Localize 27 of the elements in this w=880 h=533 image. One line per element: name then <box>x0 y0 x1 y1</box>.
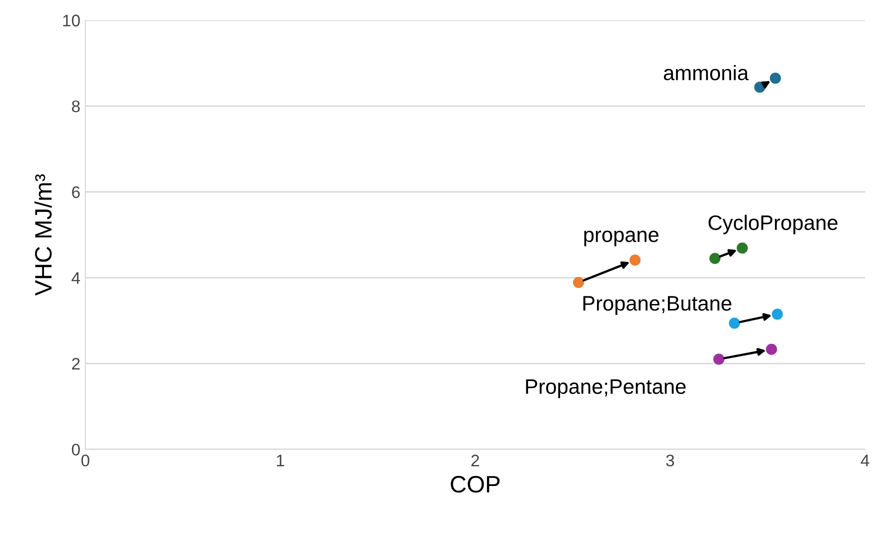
x-tick-label: 4 <box>860 454 870 466</box>
point <box>713 354 724 365</box>
point <box>736 242 748 254</box>
y-tick-label: 2 <box>72 358 80 370</box>
point <box>770 72 781 84</box>
x-tick-label: 3 <box>666 454 674 466</box>
series-label: Propane;Pentane <box>526 379 686 398</box>
y-tick-label: 8 <box>72 100 80 112</box>
x-tick-label: 2 <box>471 454 479 466</box>
series-label: propane <box>584 230 658 246</box>
point <box>772 308 783 320</box>
series-label: CycloPropane <box>708 214 838 234</box>
x-tick-label: 1 <box>276 454 284 466</box>
series-label: Propane;Butane <box>583 296 732 315</box>
y-tick-label: 4 <box>72 272 80 284</box>
x-tick-label: 0 <box>81 454 90 466</box>
point <box>572 276 584 288</box>
point <box>709 252 721 264</box>
y-tick-label: 10 <box>63 14 80 26</box>
point <box>629 254 641 266</box>
y-tick-label: 0 <box>72 444 80 456</box>
point <box>766 344 778 355</box>
x-axis-title: COP <box>450 476 500 493</box>
point <box>728 318 740 329</box>
y-axis-title: VHC MJ/m³ <box>34 174 52 296</box>
series-label: ammonia <box>664 64 749 80</box>
y-tick-label: 6 <box>72 186 80 198</box>
